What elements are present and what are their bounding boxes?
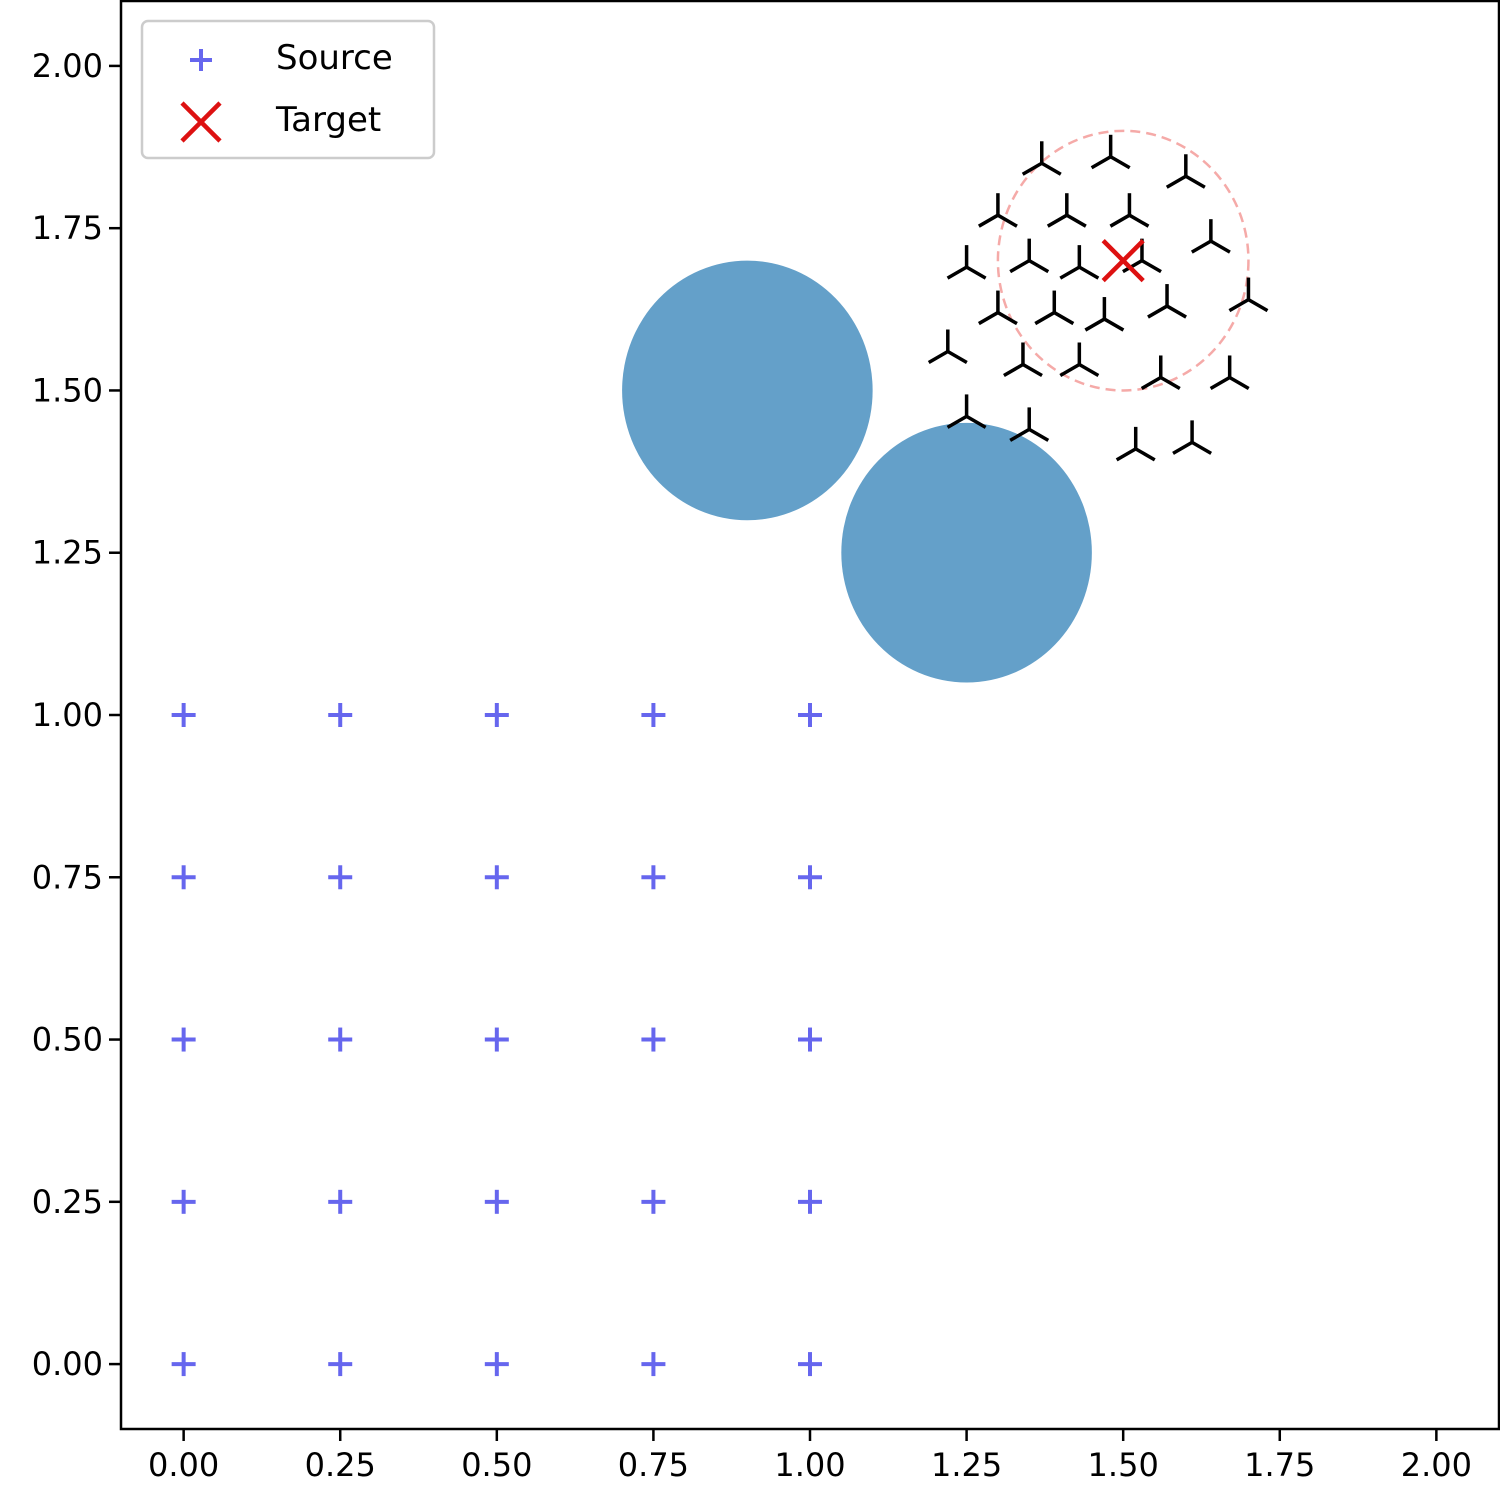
y-tick-label-4: 1.00: [32, 696, 103, 734]
x-tick-label-0: 0.00: [148, 1446, 219, 1484]
source-point-14: [798, 1027, 822, 1052]
x-tick-label-6: 1.50: [1088, 1446, 1159, 1484]
sample-marker-18: [1059, 342, 1100, 378]
sample-marker-17: [1003, 342, 1043, 378]
source-point-18: [641, 865, 666, 890]
source-point-19: [798, 865, 822, 890]
sample-marker-23: [1115, 426, 1156, 462]
source-point-21: [328, 703, 353, 727]
target-region-circle: [996, 129, 1250, 392]
sample-marker-14: [1147, 284, 1187, 319]
obstacle-circle-1: [841, 422, 1092, 683]
source-point-5: [171, 1189, 196, 1214]
x-tick-label-8: 2.00: [1401, 1446, 1472, 1484]
sample-marker-24: [1172, 420, 1213, 455]
source-point-3: [641, 1352, 666, 1377]
x-tick-label-3: 0.75: [618, 1446, 689, 1484]
sample-marker-8: [1009, 238, 1050, 274]
x-tick-label-2: 0.50: [461, 1446, 532, 1484]
sample-marker-6: [1190, 219, 1231, 254]
y-tick-label-3: 0.75: [32, 858, 103, 896]
sample-marker-5: [1109, 193, 1150, 228]
source-point-6: [328, 1189, 353, 1214]
sample-marker-20: [1209, 355, 1250, 390]
sample-marker-12: [1034, 290, 1075, 326]
legend-source-marker: [190, 49, 212, 71]
source-point-7: [484, 1189, 509, 1214]
x-tick-label-7: 1.75: [1244, 1446, 1315, 1484]
obstacle-circle-0: [622, 260, 873, 521]
y-tick-label-7: 1.75: [32, 209, 103, 247]
sample-marker-9: [1059, 245, 1100, 280]
legend-label-target: Target: [275, 100, 381, 140]
legend-label-source: Source: [276, 38, 393, 78]
sample-marker-19: [1140, 355, 1181, 390]
sample-marker-16: [927, 329, 968, 365]
x-tick-label-1: 0.25: [305, 1446, 376, 1484]
legend-target-x: [180, 101, 222, 143]
source-point-22: [484, 703, 509, 727]
x-tick-label-5: 1.25: [931, 1446, 1002, 1484]
plot-area: [171, 129, 1269, 1377]
source-point-23: [641, 703, 666, 727]
y-tick-label-2: 0.50: [32, 1021, 103, 1059]
legend-box: [140, 19, 436, 160]
sample-marker-11: [977, 290, 1018, 326]
y-tick-label-6: 1.50: [32, 371, 103, 409]
source-point-9: [798, 1189, 822, 1214]
source-point-24: [798, 703, 822, 727]
y-tick-label-8: 2.00: [32, 47, 103, 85]
sample-marker-7: [946, 245, 987, 280]
sample-marker-0: [1021, 141, 1062, 176]
source-point-2: [484, 1352, 509, 1377]
source-point-0: [171, 1352, 196, 1377]
legend: Source Target: [140, 19, 436, 160]
y-tick-label-0: 0.00: [32, 1345, 103, 1383]
y-axis: 0.00 0.25 0.50 0.75 1.00 1.25 1.50 1.75 2.00: [32, 47, 121, 1383]
target-point-0: [1101, 239, 1145, 283]
source-point-4: [798, 1352, 822, 1377]
source-point-12: [484, 1027, 509, 1052]
sample-marker-15: [1228, 277, 1269, 313]
sample-marker-1: [1090, 134, 1131, 170]
source-point-15: [171, 865, 196, 890]
sample-marker-2: [1165, 154, 1206, 189]
source-point-10: [171, 1027, 196, 1052]
x-axis: 0.00 0.25 0.50 0.75 1.00 1.25 1.50 1.75 2.00: [148, 1429, 1472, 1484]
source-point-17: [484, 865, 509, 890]
source-point-1: [328, 1352, 353, 1377]
source-point-11: [328, 1027, 353, 1052]
x-tick-label-4: 1.00: [774, 1446, 845, 1484]
sample-marker-22: [1009, 407, 1050, 442]
source-point-13: [641, 1027, 666, 1052]
source-point-20: [171, 703, 196, 727]
legend-source-plus: [190, 49, 212, 71]
sample-marker-4: [1046, 193, 1087, 228]
source-point-16: [328, 865, 353, 890]
sample-marker-3: [977, 193, 1018, 228]
sample-marker-21: [946, 394, 987, 429]
y-tick-label-1: 0.25: [32, 1183, 103, 1221]
source-point-8: [641, 1189, 666, 1214]
sample-marker-13: [1084, 297, 1125, 332]
legend-target-marker: [180, 101, 222, 143]
y-tick-label-5: 1.25: [32, 534, 103, 572]
axes-frame: [119, 0, 1500, 1431]
